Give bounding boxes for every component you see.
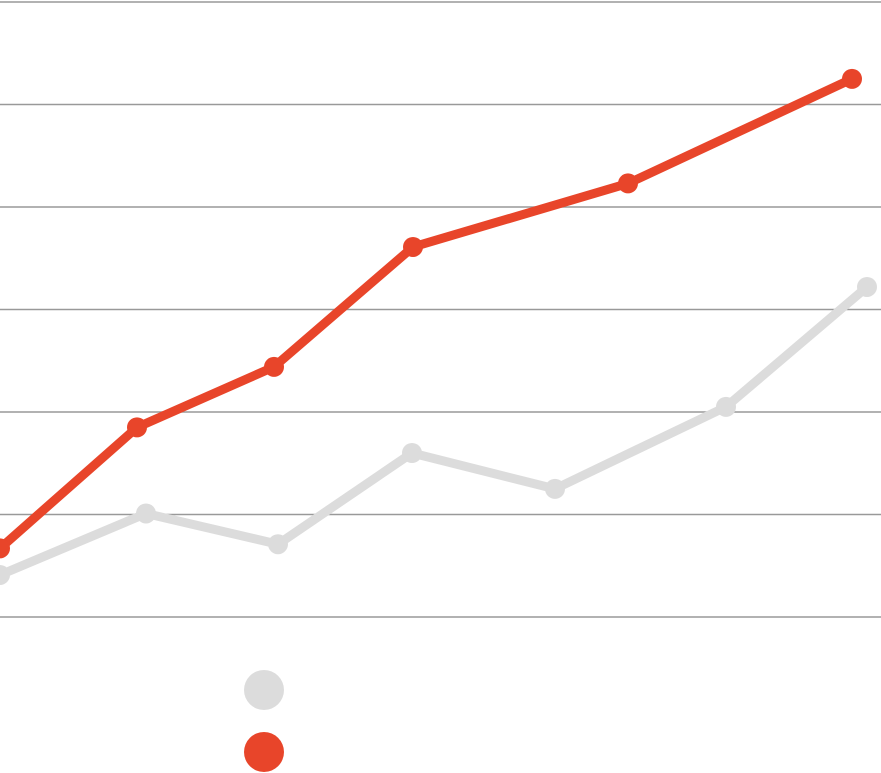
data-point xyxy=(264,356,284,377)
data-point xyxy=(268,534,288,555)
legend-marker xyxy=(244,732,284,772)
data-point xyxy=(0,538,10,559)
data-point xyxy=(857,276,877,297)
series-line xyxy=(0,74,854,552)
data-point xyxy=(716,396,736,417)
data-point xyxy=(403,236,423,257)
data-point xyxy=(127,417,147,438)
data-point xyxy=(402,443,422,463)
data-point xyxy=(136,503,156,524)
legend-marker xyxy=(244,670,284,710)
data-point xyxy=(842,68,862,89)
data-point xyxy=(545,478,565,499)
data-point xyxy=(0,564,10,585)
data-point xyxy=(618,173,638,194)
